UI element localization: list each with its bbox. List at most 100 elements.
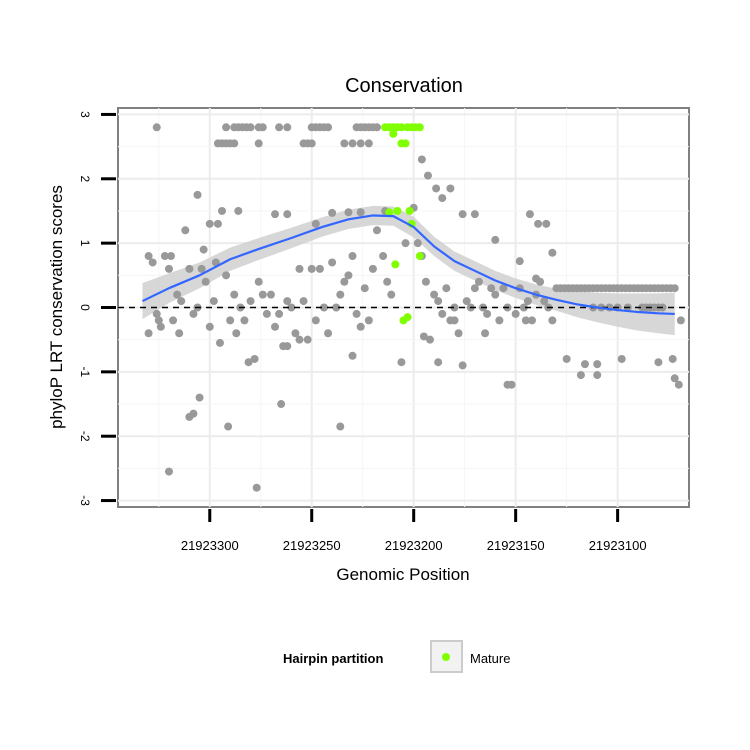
other-point bbox=[593, 371, 602, 380]
y-tick-label: -2 bbox=[78, 431, 92, 442]
other-point bbox=[576, 371, 585, 380]
other-point bbox=[271, 322, 280, 331]
other-point bbox=[491, 290, 500, 299]
x-axis-label: Genomic Position bbox=[336, 565, 469, 584]
other-point bbox=[421, 277, 430, 286]
other-point bbox=[258, 123, 267, 132]
legend-title: Hairpin partition bbox=[283, 651, 383, 666]
other-point bbox=[266, 290, 275, 299]
other-point bbox=[240, 316, 249, 325]
other-point bbox=[450, 316, 459, 325]
other-point bbox=[283, 297, 292, 306]
other-point bbox=[491, 235, 500, 244]
other-point bbox=[515, 257, 524, 266]
other-point bbox=[593, 360, 602, 369]
other-point bbox=[315, 264, 324, 273]
mature-point bbox=[391, 260, 400, 269]
other-point bbox=[419, 332, 428, 341]
other-point bbox=[548, 316, 557, 325]
other-point bbox=[534, 219, 543, 228]
other-point bbox=[423, 171, 432, 180]
other-point bbox=[413, 239, 422, 248]
other-point bbox=[295, 264, 304, 273]
other-point bbox=[218, 206, 227, 215]
other-point bbox=[432, 184, 441, 193]
other-point bbox=[356, 139, 365, 148]
other-point bbox=[246, 123, 255, 132]
other-point bbox=[458, 210, 467, 219]
other-point bbox=[275, 123, 284, 132]
other-point bbox=[156, 322, 165, 331]
mature-point bbox=[385, 208, 394, 217]
other-point bbox=[674, 380, 683, 389]
other-point bbox=[356, 208, 365, 217]
other-point bbox=[360, 284, 369, 293]
other-point bbox=[434, 358, 443, 367]
legend: Hairpin partition Mature bbox=[283, 640, 510, 673]
other-point bbox=[348, 139, 357, 148]
other-point bbox=[617, 354, 626, 363]
other-point bbox=[271, 210, 280, 219]
mature-point bbox=[415, 123, 424, 132]
smooth-fit-line bbox=[141, 214, 675, 316]
other-point bbox=[148, 258, 157, 267]
other-point bbox=[283, 342, 292, 351]
other-point bbox=[519, 303, 528, 312]
other-point bbox=[222, 123, 231, 132]
other-point bbox=[495, 316, 504, 325]
other-point bbox=[252, 483, 261, 492]
mature-point bbox=[403, 313, 412, 322]
mature-point bbox=[393, 206, 402, 215]
other-point bbox=[481, 329, 490, 338]
other-point bbox=[283, 123, 292, 132]
y-tick-label: -3 bbox=[78, 495, 92, 506]
other-point bbox=[287, 303, 296, 312]
other-point bbox=[230, 139, 239, 148]
other-point bbox=[197, 264, 206, 273]
other-point bbox=[144, 329, 153, 338]
other-point bbox=[483, 309, 492, 318]
other-point bbox=[470, 284, 479, 293]
other-point bbox=[181, 226, 190, 235]
other-point bbox=[379, 252, 388, 261]
other-point bbox=[169, 316, 178, 325]
other-point bbox=[319, 303, 328, 312]
other-point bbox=[167, 252, 176, 261]
other-point bbox=[670, 284, 679, 293]
other-point bbox=[307, 139, 316, 148]
mature-point bbox=[405, 206, 414, 215]
x-tick-label: 21923300 bbox=[181, 538, 239, 553]
other-point bbox=[462, 297, 471, 306]
mature-point bbox=[415, 252, 424, 261]
y-tick-label: -1 bbox=[78, 367, 92, 378]
other-point bbox=[401, 239, 410, 248]
other-point bbox=[562, 354, 571, 363]
other-point bbox=[503, 380, 512, 389]
other-point bbox=[262, 309, 271, 318]
other-point bbox=[232, 329, 241, 338]
other-point bbox=[164, 264, 173, 273]
other-point bbox=[470, 210, 479, 219]
other-point bbox=[283, 210, 292, 219]
other-point bbox=[185, 264, 194, 273]
other-point bbox=[234, 206, 243, 215]
other-point bbox=[254, 139, 263, 148]
x-tick-label: 21923100 bbox=[589, 538, 647, 553]
other-point bbox=[383, 277, 392, 286]
other-point bbox=[348, 351, 357, 360]
other-point bbox=[340, 277, 349, 286]
other-point bbox=[525, 210, 534, 219]
other-point bbox=[244, 358, 253, 367]
other-point bbox=[205, 322, 214, 331]
other-point bbox=[332, 303, 341, 312]
other-point bbox=[387, 290, 396, 299]
other-point bbox=[324, 123, 333, 132]
other-point bbox=[299, 297, 308, 306]
other-point bbox=[324, 329, 333, 338]
other-point bbox=[670, 374, 679, 383]
other-point bbox=[348, 252, 357, 261]
other-point bbox=[474, 277, 483, 286]
other-point bbox=[532, 274, 541, 283]
mature-point bbox=[397, 123, 406, 132]
other-point bbox=[364, 139, 373, 148]
